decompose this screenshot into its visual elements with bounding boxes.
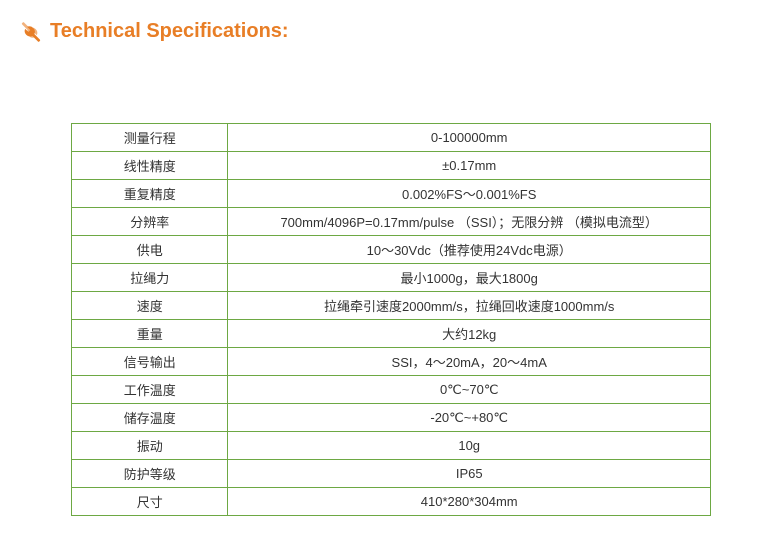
table-row: 重复精度0.002%FS～0.001%FS — [72, 180, 711, 208]
spec-value: 10g — [228, 432, 711, 460]
table-row: 振动10g — [72, 432, 711, 460]
spec-label: 振动 — [72, 432, 228, 460]
table-row: 重量大约12kg — [72, 320, 711, 348]
table-row: 线性精度±0.17mm — [72, 152, 711, 180]
spec-label: 测量行程 — [72, 124, 228, 152]
spec-value: SSI，4～20mA，20～4mA — [228, 348, 711, 376]
spec-label: 速度 — [72, 292, 228, 320]
spec-label: 分辨率 — [72, 208, 228, 236]
spec-value: 拉绳牵引速度2000mm/s，拉绳回收速度1000mm/s — [228, 292, 711, 320]
spec-label: 重复精度 — [72, 180, 228, 208]
table-row: 工作温度0℃~70℃ — [72, 376, 711, 404]
spec-label: 储存温度 — [72, 404, 228, 432]
header: Technical Specifications: — [20, 20, 762, 43]
spec-label: 尺寸 — [72, 488, 228, 516]
page-title: Technical Specifications: — [50, 20, 289, 43]
table-row: 防护等级IP65 — [72, 460, 711, 488]
spec-value: 0-100000mm — [228, 124, 711, 152]
spec-value: 700mm/4096P=0.17mm/pulse （SSI）；无限分辨 （模拟电… — [228, 208, 711, 236]
spec-value: ±0.17mm — [228, 152, 711, 180]
table-row: 储存温度-20℃~+80℃ — [72, 404, 711, 432]
table-body: 测量行程0-100000mm线性精度±0.17mm重复精度0.002%FS～0.… — [72, 124, 711, 516]
spec-value: IP65 — [228, 460, 711, 488]
spec-value: -20℃~+80℃ — [228, 404, 711, 432]
specifications-table: 测量行程0-100000mm线性精度±0.17mm重复精度0.002%FS～0.… — [71, 123, 711, 516]
table-row: 速度拉绳牵引速度2000mm/s，拉绳回收速度1000mm/s — [72, 292, 711, 320]
spec-label: 供电 — [72, 236, 228, 264]
table-row: 分辨率700mm/4096P=0.17mm/pulse （SSI）；无限分辨 （… — [72, 208, 711, 236]
spec-value: 最小1000g，最大1800g — [228, 264, 711, 292]
table-row: 信号输出SSI，4～20mA，20～4mA — [72, 348, 711, 376]
spec-value: 10～30Vdc（推荐使用24Vdc电源） — [228, 236, 711, 264]
table-row: 尺寸410*280*304mm — [72, 488, 711, 516]
spec-label: 拉绳力 — [72, 264, 228, 292]
tools-icon — [20, 21, 42, 43]
spec-value: 0.002%FS～0.001%FS — [228, 180, 711, 208]
spec-label: 重量 — [72, 320, 228, 348]
spec-value: 0℃~70℃ — [228, 376, 711, 404]
spec-label: 工作温度 — [72, 376, 228, 404]
table-row: 供电10～30Vdc（推荐使用24Vdc电源） — [72, 236, 711, 264]
table-row: 拉绳力最小1000g，最大1800g — [72, 264, 711, 292]
spec-value: 大约12kg — [228, 320, 711, 348]
spec-value: 410*280*304mm — [228, 488, 711, 516]
spec-label: 防护等级 — [72, 460, 228, 488]
table-row: 测量行程0-100000mm — [72, 124, 711, 152]
spec-label: 线性精度 — [72, 152, 228, 180]
spec-label: 信号输出 — [72, 348, 228, 376]
